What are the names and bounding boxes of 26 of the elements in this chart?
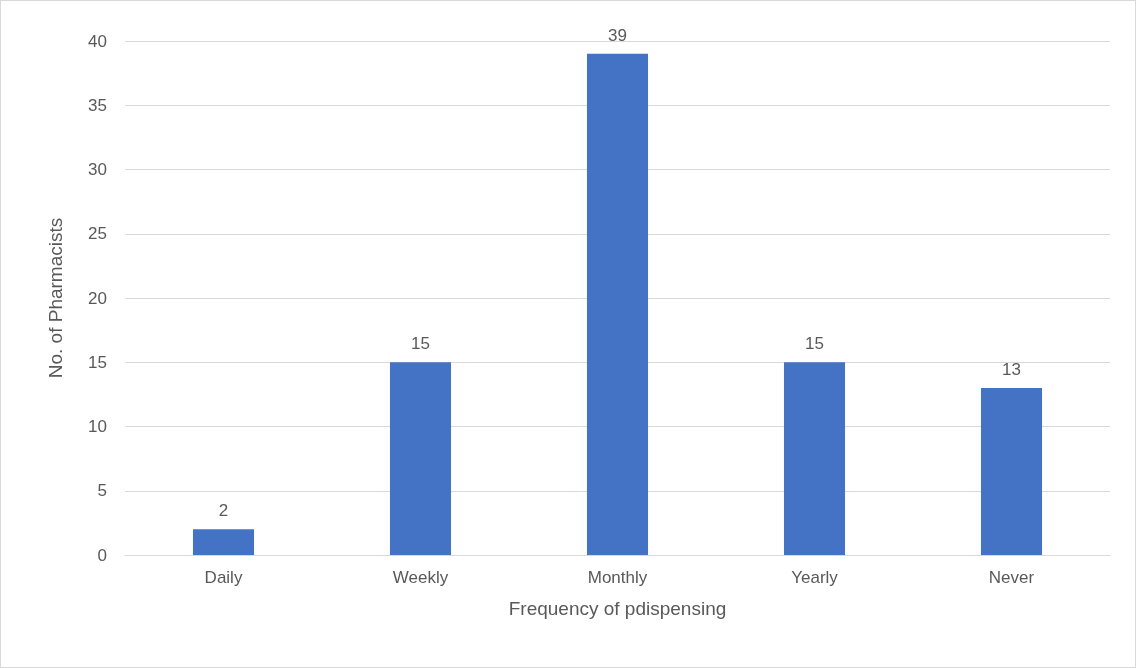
y-tick-label: 25: [88, 224, 107, 244]
y-tick-label: 10: [88, 417, 107, 436]
bar: [389, 362, 452, 555]
y-axis-title: No. of Pharmacists: [45, 217, 66, 379]
data-label: 15: [411, 334, 430, 354]
bar: [980, 387, 1043, 555]
bar: [586, 53, 649, 555]
x-tick-label: Yearly: [791, 568, 839, 587]
y-tick-label: 40: [88, 31, 107, 51]
data-label: 15: [805, 334, 824, 354]
data-label: 39: [608, 25, 627, 45]
y-tick-label: 20: [88, 288, 107, 308]
bar: [192, 529, 255, 555]
y-tick-label: 15: [88, 352, 107, 372]
x-tick-label: Never: [988, 568, 1035, 587]
x-axis-title: Frequency of pdispensing: [508, 598, 727, 619]
bar: [783, 362, 846, 555]
x-tick-label: Monthly: [587, 568, 648, 587]
y-tick-label: 0: [97, 545, 107, 565]
y-tick-label: 30: [88, 160, 107, 179]
x-tick-label: Daily: [204, 568, 243, 587]
x-tick-label: Weekly: [392, 568, 449, 587]
data-label: 13: [1002, 359, 1021, 379]
data-label: 2: [218, 501, 229, 521]
y-tick-label: 35: [88, 95, 107, 115]
y-tick-label: 5: [97, 481, 107, 501]
